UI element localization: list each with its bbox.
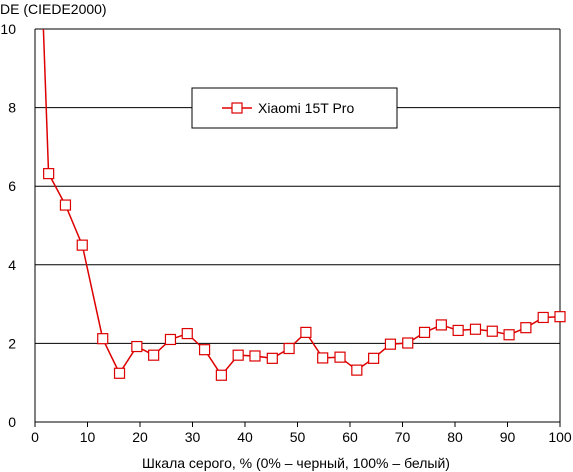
data-point [232,349,244,361]
legend-label: Xiaomi 15T Pro [258,100,354,116]
x-tick-label-60: 60 [342,429,358,445]
x-tick-label-40: 40 [237,429,253,445]
data-point [435,319,447,331]
data-point [164,333,177,346]
y-tick-label-10: 10 [0,21,16,37]
data-point [486,325,498,337]
legend-marker [231,102,243,114]
data-point [520,322,532,334]
x-tick-label-0: 0 [31,429,39,445]
x-tick-label-90: 90 [500,429,516,445]
y-tick-label-4: 4 [8,257,16,273]
grid-lines [35,28,560,344]
x-tick-label-10: 10 [80,429,96,445]
y-tick-labels: 0 2 4 6 8 10 [0,21,16,430]
data-point [113,367,126,379]
legend: Xiaomi 15T Pro [191,87,398,129]
data-point [76,239,88,251]
y-tick-label-0: 0 [8,414,16,430]
data-point [384,338,397,350]
x-tick-label-80: 80 [447,429,463,445]
data-point [97,333,109,345]
data-point [469,323,482,335]
axes [34,29,561,427]
x-tick-label-50: 50 [290,429,306,445]
data-point [351,364,363,376]
y-tick-label-6: 6 [8,178,16,194]
x-axis-title: Шкала серого, % (0% – черный, 100% – бел… [142,455,450,471]
data-point [249,350,261,362]
y-tick-label-2: 2 [8,335,16,351]
series-line-lead-0 [42,28,50,175]
data-point [503,329,515,341]
data-point [148,349,160,361]
data-point [300,326,312,338]
data-point [317,352,329,364]
data-point [537,311,549,324]
data-point [334,351,346,363]
data-point [283,342,295,355]
data-point [402,337,414,349]
x-tick-label-70: 70 [395,429,411,445]
data-point [554,311,566,323]
data-point [59,199,72,211]
data-point [215,369,227,381]
x-tick-labels: 0 10 20 30 40 50 60 70 80 90 100 [31,429,572,445]
series [42,28,566,381]
data-point [181,327,193,340]
data-point [452,324,464,337]
data-point [131,340,143,353]
x-tick-label-20: 20 [132,429,148,445]
y-tick-label-8: 8 [8,100,16,116]
data-point [43,168,55,180]
x-tick-label-100: 100 [548,429,572,445]
data-point [368,352,380,364]
series-line-0 [47,173,561,377]
y-axis-title: DE (CIEDE2000) [0,1,107,17]
data-point [266,352,278,364]
x-tick-label-30: 30 [185,429,201,445]
data-point [418,326,431,338]
data-point [198,344,211,356]
